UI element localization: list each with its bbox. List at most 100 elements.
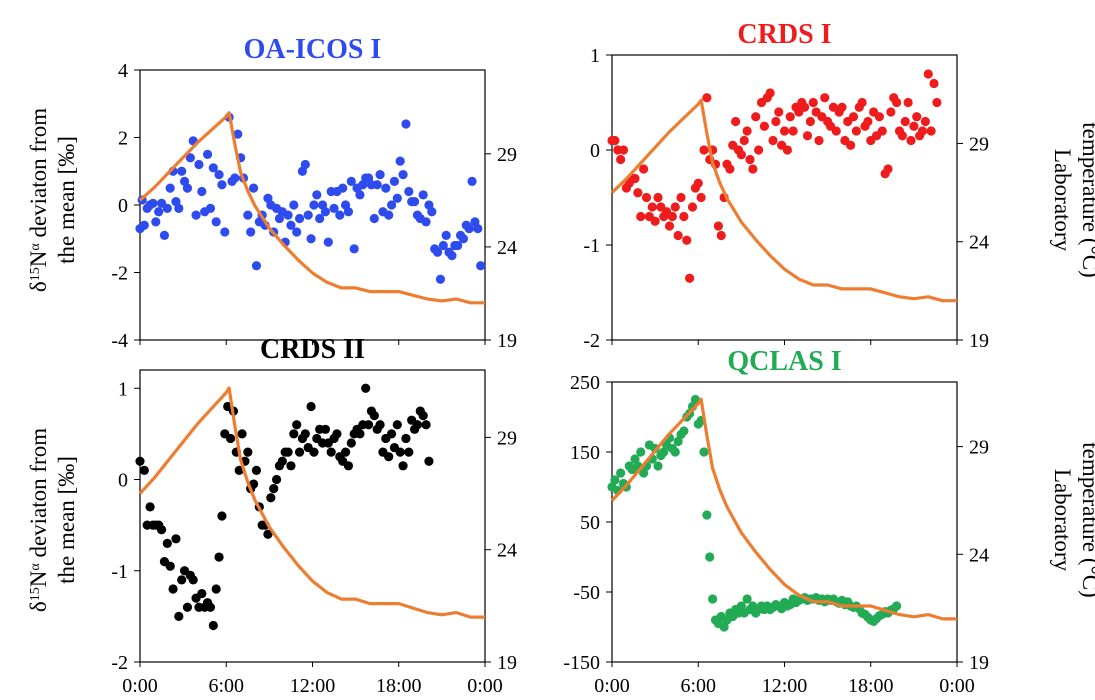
data-point <box>670 202 680 212</box>
data-point <box>892 601 902 611</box>
data-point <box>398 170 408 180</box>
data-point <box>673 436 683 447</box>
panel-title: CRDS II <box>260 334 365 365</box>
data-point <box>932 97 942 108</box>
x-tick-label: 12:00 <box>290 675 336 697</box>
data-point <box>768 135 778 146</box>
data-point <box>392 193 402 203</box>
data-point <box>185 153 195 163</box>
data-point <box>289 429 299 439</box>
data-point <box>329 203 339 213</box>
data-point <box>685 273 695 283</box>
data-point <box>395 156 405 166</box>
svg-text:the mean [‰]: the mean [‰] <box>54 136 79 264</box>
data-point <box>202 149 213 159</box>
y-tick-label: -1 <box>583 235 600 257</box>
data-point <box>355 429 365 439</box>
temp-tick-label: 19 <box>969 330 989 352</box>
panel-title: OA-ICOS I <box>244 34 382 65</box>
data-point <box>309 447 319 457</box>
data-point <box>926 126 936 136</box>
data-point <box>837 102 847 112</box>
data-point <box>851 126 861 136</box>
data-point <box>323 237 333 247</box>
data-point <box>805 116 815 127</box>
panel-title: QCLAS I <box>727 346 841 377</box>
data-point <box>171 534 181 544</box>
data-point <box>233 129 243 139</box>
data-point <box>312 190 322 200</box>
data-point <box>230 173 240 183</box>
data-point <box>857 97 867 108</box>
data-point <box>742 126 752 136</box>
svg-text:temperature (°C): temperature (°C) <box>1078 122 1095 277</box>
data-point <box>679 426 689 436</box>
data-point <box>266 493 276 503</box>
data-point <box>214 552 224 562</box>
data-point <box>156 525 167 535</box>
x-tick-label: 0:00 <box>122 675 158 697</box>
data-point <box>616 154 626 165</box>
data-point <box>438 240 448 251</box>
data-point <box>917 126 928 136</box>
data-point <box>900 116 910 127</box>
y-tick-label: -1 <box>111 561 128 583</box>
data-point <box>294 447 305 457</box>
y-tick-label: 4 <box>118 60 128 82</box>
data-point <box>432 247 443 257</box>
data-point <box>234 465 244 475</box>
data-point <box>300 429 310 439</box>
temp-tick-label: 29 <box>969 437 989 459</box>
temp-tick-label: 24 <box>969 544 989 566</box>
data-point <box>418 190 428 200</box>
data-point <box>375 170 385 180</box>
x-tick-label: 18:00 <box>376 675 422 697</box>
data-point <box>289 200 299 210</box>
data-point <box>877 126 887 136</box>
x-tick-label: 0:00 <box>939 675 975 697</box>
data-point <box>162 203 172 213</box>
x-tick-label: 0:00 <box>467 675 503 697</box>
data-point <box>912 112 922 122</box>
data-point <box>418 411 428 421</box>
data-point <box>820 93 830 103</box>
data-point <box>664 221 675 231</box>
temperature-line <box>138 386 485 619</box>
data-point <box>636 447 646 457</box>
data-point <box>217 511 227 521</box>
data-point <box>765 88 775 98</box>
data-point <box>473 224 483 234</box>
data-point <box>670 447 680 457</box>
data-point <box>237 429 247 439</box>
data-point <box>277 456 287 466</box>
data-point <box>197 588 207 599</box>
temp-tick-label: 24 <box>969 232 989 254</box>
data-point <box>148 198 158 208</box>
data-point <box>673 230 683 241</box>
data-point <box>713 221 723 231</box>
y-tick-label: 0 <box>118 195 128 217</box>
data-point <box>719 622 729 632</box>
data-point <box>217 180 227 190</box>
data-point <box>883 164 893 174</box>
data-point <box>306 401 316 412</box>
data-point <box>421 217 431 227</box>
data-point <box>384 452 394 462</box>
data-point <box>447 251 457 261</box>
data-point <box>343 207 354 217</box>
data-point <box>165 183 175 193</box>
temperature-line <box>610 98 957 303</box>
data-point <box>903 97 913 108</box>
data-point <box>742 594 752 604</box>
data-point <box>292 420 302 430</box>
data-point <box>421 420 431 430</box>
data-point <box>243 210 253 220</box>
data-point <box>759 121 769 131</box>
data-point <box>467 176 477 186</box>
data-point <box>315 213 325 224</box>
data-point <box>395 447 405 457</box>
data-point <box>736 150 746 160</box>
data-point <box>386 200 397 210</box>
